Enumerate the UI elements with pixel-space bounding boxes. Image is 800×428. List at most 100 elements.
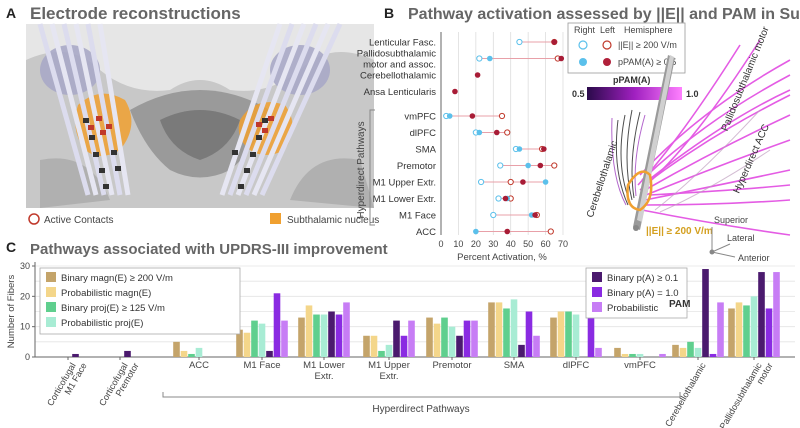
bar <box>370 335 378 357</box>
legend-label: Probabilistic proj(E) <box>61 318 143 329</box>
legend-hemisphere: Hemisphere <box>624 25 673 35</box>
data-point <box>473 228 479 235</box>
bar <box>456 335 463 357</box>
ppam-colorbar: pPAM(A) 0.5 1.0 <box>572 75 699 100</box>
axis-lateral: Lateral <box>727 233 755 243</box>
category-label: M1 Upper Extr. <box>373 178 436 189</box>
category-label: Premotor <box>397 161 436 172</box>
bar <box>463 320 471 357</box>
bar <box>557 311 565 357</box>
legend-swatch <box>592 302 602 312</box>
bar <box>441 317 448 357</box>
pam-label: PAM <box>669 299 690 310</box>
category-label: Cerebellothalamic <box>663 361 708 428</box>
bar <box>363 335 370 357</box>
category-label: M1 Lower Extr. <box>373 194 436 205</box>
legend-right: Right <box>574 25 596 35</box>
legend-subthalamic-nucleus: Subthalamic nucleus <box>287 215 379 226</box>
x-tick-label: 20 <box>471 239 481 249</box>
x-axis-label: Percent Activation, % <box>457 252 547 263</box>
bar <box>533 335 540 357</box>
bar <box>717 302 724 357</box>
bar <box>702 269 709 357</box>
category-label: Lenticular Fasc. <box>369 38 436 49</box>
legend-e-left-icon <box>602 40 612 50</box>
category-label: dlPFC <box>563 360 590 371</box>
bar <box>659 353 666 357</box>
hyperdirect-group-label: Hyperdirect Pathways <box>356 121 367 218</box>
bar <box>636 353 644 357</box>
bar <box>709 353 717 357</box>
bar <box>518 344 525 357</box>
bar <box>72 353 79 357</box>
bar <box>525 311 533 357</box>
category-label: M1 Lower <box>303 360 345 371</box>
render-label-pallido: Pallidosubthalamic motor <box>720 25 772 133</box>
y-tick-label: 30 <box>20 261 30 271</box>
panel-c-title: Pathways associated with UPDRS-III impro… <box>30 241 388 258</box>
legend-p-left-icon <box>603 58 611 66</box>
active-contacts-legend: Active Contacts <box>28 213 113 226</box>
data-point <box>551 162 558 169</box>
bar <box>614 347 621 357</box>
category-label: Premotor <box>432 360 471 371</box>
colorbar-title: pPAM(A) <box>613 75 650 85</box>
bar <box>343 302 350 357</box>
legend-label: Binary magn(E) ≥ 200 V/m <box>61 273 173 284</box>
category-label: motor and assoc. <box>363 60 436 71</box>
legend-e-right-icon <box>578 40 588 50</box>
bar <box>679 347 687 357</box>
legend-p-right-icon <box>579 58 587 66</box>
bar <box>488 302 495 357</box>
bar <box>694 347 702 357</box>
bar <box>433 323 441 357</box>
axis-anterior: Anterior <box>738 253 770 263</box>
data-point <box>541 146 547 152</box>
bar <box>243 332 251 357</box>
bar <box>687 341 694 357</box>
data-point <box>474 72 481 78</box>
x-tick-label: 50 <box>523 239 533 249</box>
data-point <box>504 129 511 136</box>
bar <box>385 344 393 357</box>
data-point <box>452 88 458 95</box>
data-point <box>497 162 504 169</box>
panel-a-title: Electrode reconstructions <box>30 4 241 23</box>
category-label: SMA <box>504 360 525 371</box>
left-electrode-bundle <box>37 23 131 196</box>
bar <box>335 314 343 357</box>
category-label: dlPFC <box>410 128 437 139</box>
data-point <box>495 195 502 202</box>
data-point <box>547 228 554 235</box>
category-label: Pallidosubthalamic <box>357 49 436 60</box>
bar <box>378 350 385 357</box>
category-label: ACC <box>189 360 209 371</box>
bar <box>565 311 572 357</box>
bar <box>173 341 180 357</box>
bar-hyperdirect-label: Hyperdirect Pathways <box>372 404 469 415</box>
data-point <box>532 212 538 218</box>
legend-active-contacts: Active Contacts <box>44 215 113 226</box>
data-point <box>498 112 506 120</box>
panel-a-letter: A <box>6 5 16 21</box>
bar <box>305 305 313 357</box>
legend-label: Binary p(A) ≥ 0.1 <box>607 273 678 284</box>
category-label: vmPFC <box>624 360 656 371</box>
data-point <box>490 211 497 219</box>
colorbar-min: 0.5 <box>572 89 585 99</box>
bar <box>124 350 131 357</box>
data-point <box>476 55 483 62</box>
data-point <box>551 39 558 45</box>
bar <box>750 296 758 357</box>
category-label: Extr. <box>379 371 398 382</box>
data-point <box>542 179 549 185</box>
render-label-efield: ||E|| ≥ 200 V/m <box>646 226 713 237</box>
data-point <box>525 162 531 169</box>
x-tick-label: 60 <box>541 239 551 249</box>
axis-superior: Superior <box>714 215 748 225</box>
data-point <box>502 195 509 202</box>
x-tick-label: 10 <box>453 239 463 249</box>
legend-label: Binary proj(E) ≥ 125 V/m <box>61 303 165 314</box>
category-label: Ansa Lenticularis <box>364 87 437 98</box>
